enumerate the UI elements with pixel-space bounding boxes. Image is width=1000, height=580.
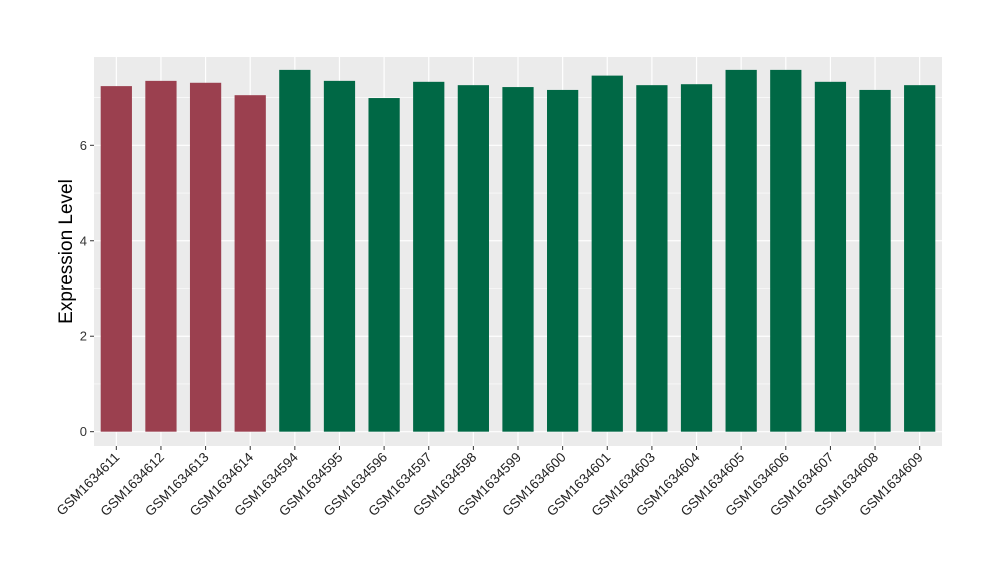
y-axis: 0 2 4 6	[80, 138, 94, 439]
y-tick-label: 4	[80, 233, 87, 248]
y-tick-label: 0	[80, 424, 87, 439]
bar-GSM1634600	[547, 89, 579, 432]
bar-GSM1634603	[636, 85, 668, 432]
bars	[100, 69, 936, 432]
bar-GSM1634594	[279, 69, 311, 432]
bar-GSM1634609	[904, 85, 936, 432]
x-axis: GSM1634611GSM1634612GSM1634613GSM1634614…	[54, 446, 926, 519]
bar-GSM1634608	[859, 89, 891, 432]
bar-GSM1634601	[591, 75, 623, 432]
bar-GSM1634607	[814, 81, 847, 432]
bar-GSM1634605	[725, 69, 757, 432]
bar-GSM1634612	[145, 80, 177, 432]
y-axis-title: Expression Level	[56, 179, 77, 324]
bar-GSM1634599	[502, 87, 534, 432]
bar-GSM1634597	[413, 81, 445, 432]
bar-GSM1634611	[100, 86, 132, 432]
bar-GSM1634598	[457, 85, 489, 432]
bar-GSM1634613	[189, 82, 222, 432]
bar-GSM1634604	[680, 84, 713, 432]
bar-GSM1634595	[323, 80, 356, 432]
y-tick-label: 2	[80, 329, 87, 344]
bar-GSM1634614	[234, 95, 266, 432]
bar-GSM1634606	[770, 69, 802, 432]
bar-GSM1634596	[368, 98, 400, 432]
y-tick-label: 6	[80, 138, 87, 153]
